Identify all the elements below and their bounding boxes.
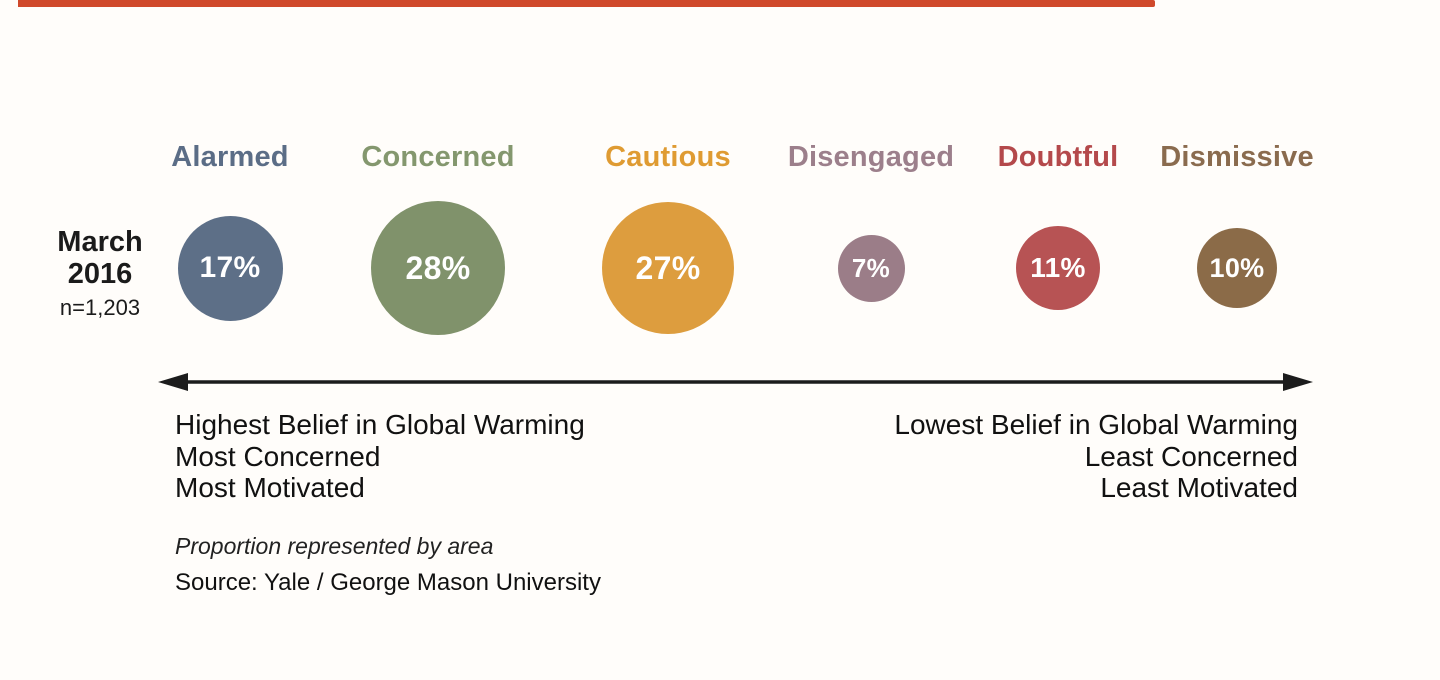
axis-right-line-1: Lowest Belief in Global Warming [894,409,1298,440]
axis-label-right: Lowest Belief in Global Warming Least Co… [894,409,1298,504]
area-note: Proportion represented by area [175,533,494,559]
wave-month: March [57,226,143,258]
axis-left-line-1: Highest Belief in Global Warming [175,409,585,440]
segment-label-dismissive: Dismissive [1160,141,1314,173]
axis-right-line-2: Least Concerned [1084,440,1298,472]
bubble-dismissive: 10% [1197,228,1277,308]
bubble-concerned: 28% [371,201,505,335]
axis-left-line-2: Most Concerned [175,440,381,472]
bubble-cautious: 27% [602,202,734,334]
segment-label-disengaged: Disengaged [787,141,955,173]
spectrum-axis-arrow-icon [158,373,1313,391]
axis-right-line-3: Least Motivated [1100,472,1298,503]
wave-label-block: March 2016 n=1,203 [18,226,182,321]
segment-label-cautious: Cautious [605,141,731,173]
wave-year: 2016 [67,258,133,291]
axis-left-line-3: Most Motivated [175,472,365,503]
axis-label-left: Highest Belief in Global Warming Most Co… [175,409,585,504]
source-credit: Source: Yale / George Mason University [175,569,601,596]
bubble-disengaged: 7% [837,234,905,302]
sample-size: n=1,203 [59,294,141,320]
segment-label-alarmed: Alarmed [171,141,289,173]
bubble-doubtful: 11% [1016,226,1100,310]
segment-label-doubtful: Doubtful [997,141,1119,173]
video-progress-bar[interactable] [18,0,1155,7]
segment-label-concerned: Concerned [361,141,515,173]
bubble-alarmed: 17% [177,215,283,321]
